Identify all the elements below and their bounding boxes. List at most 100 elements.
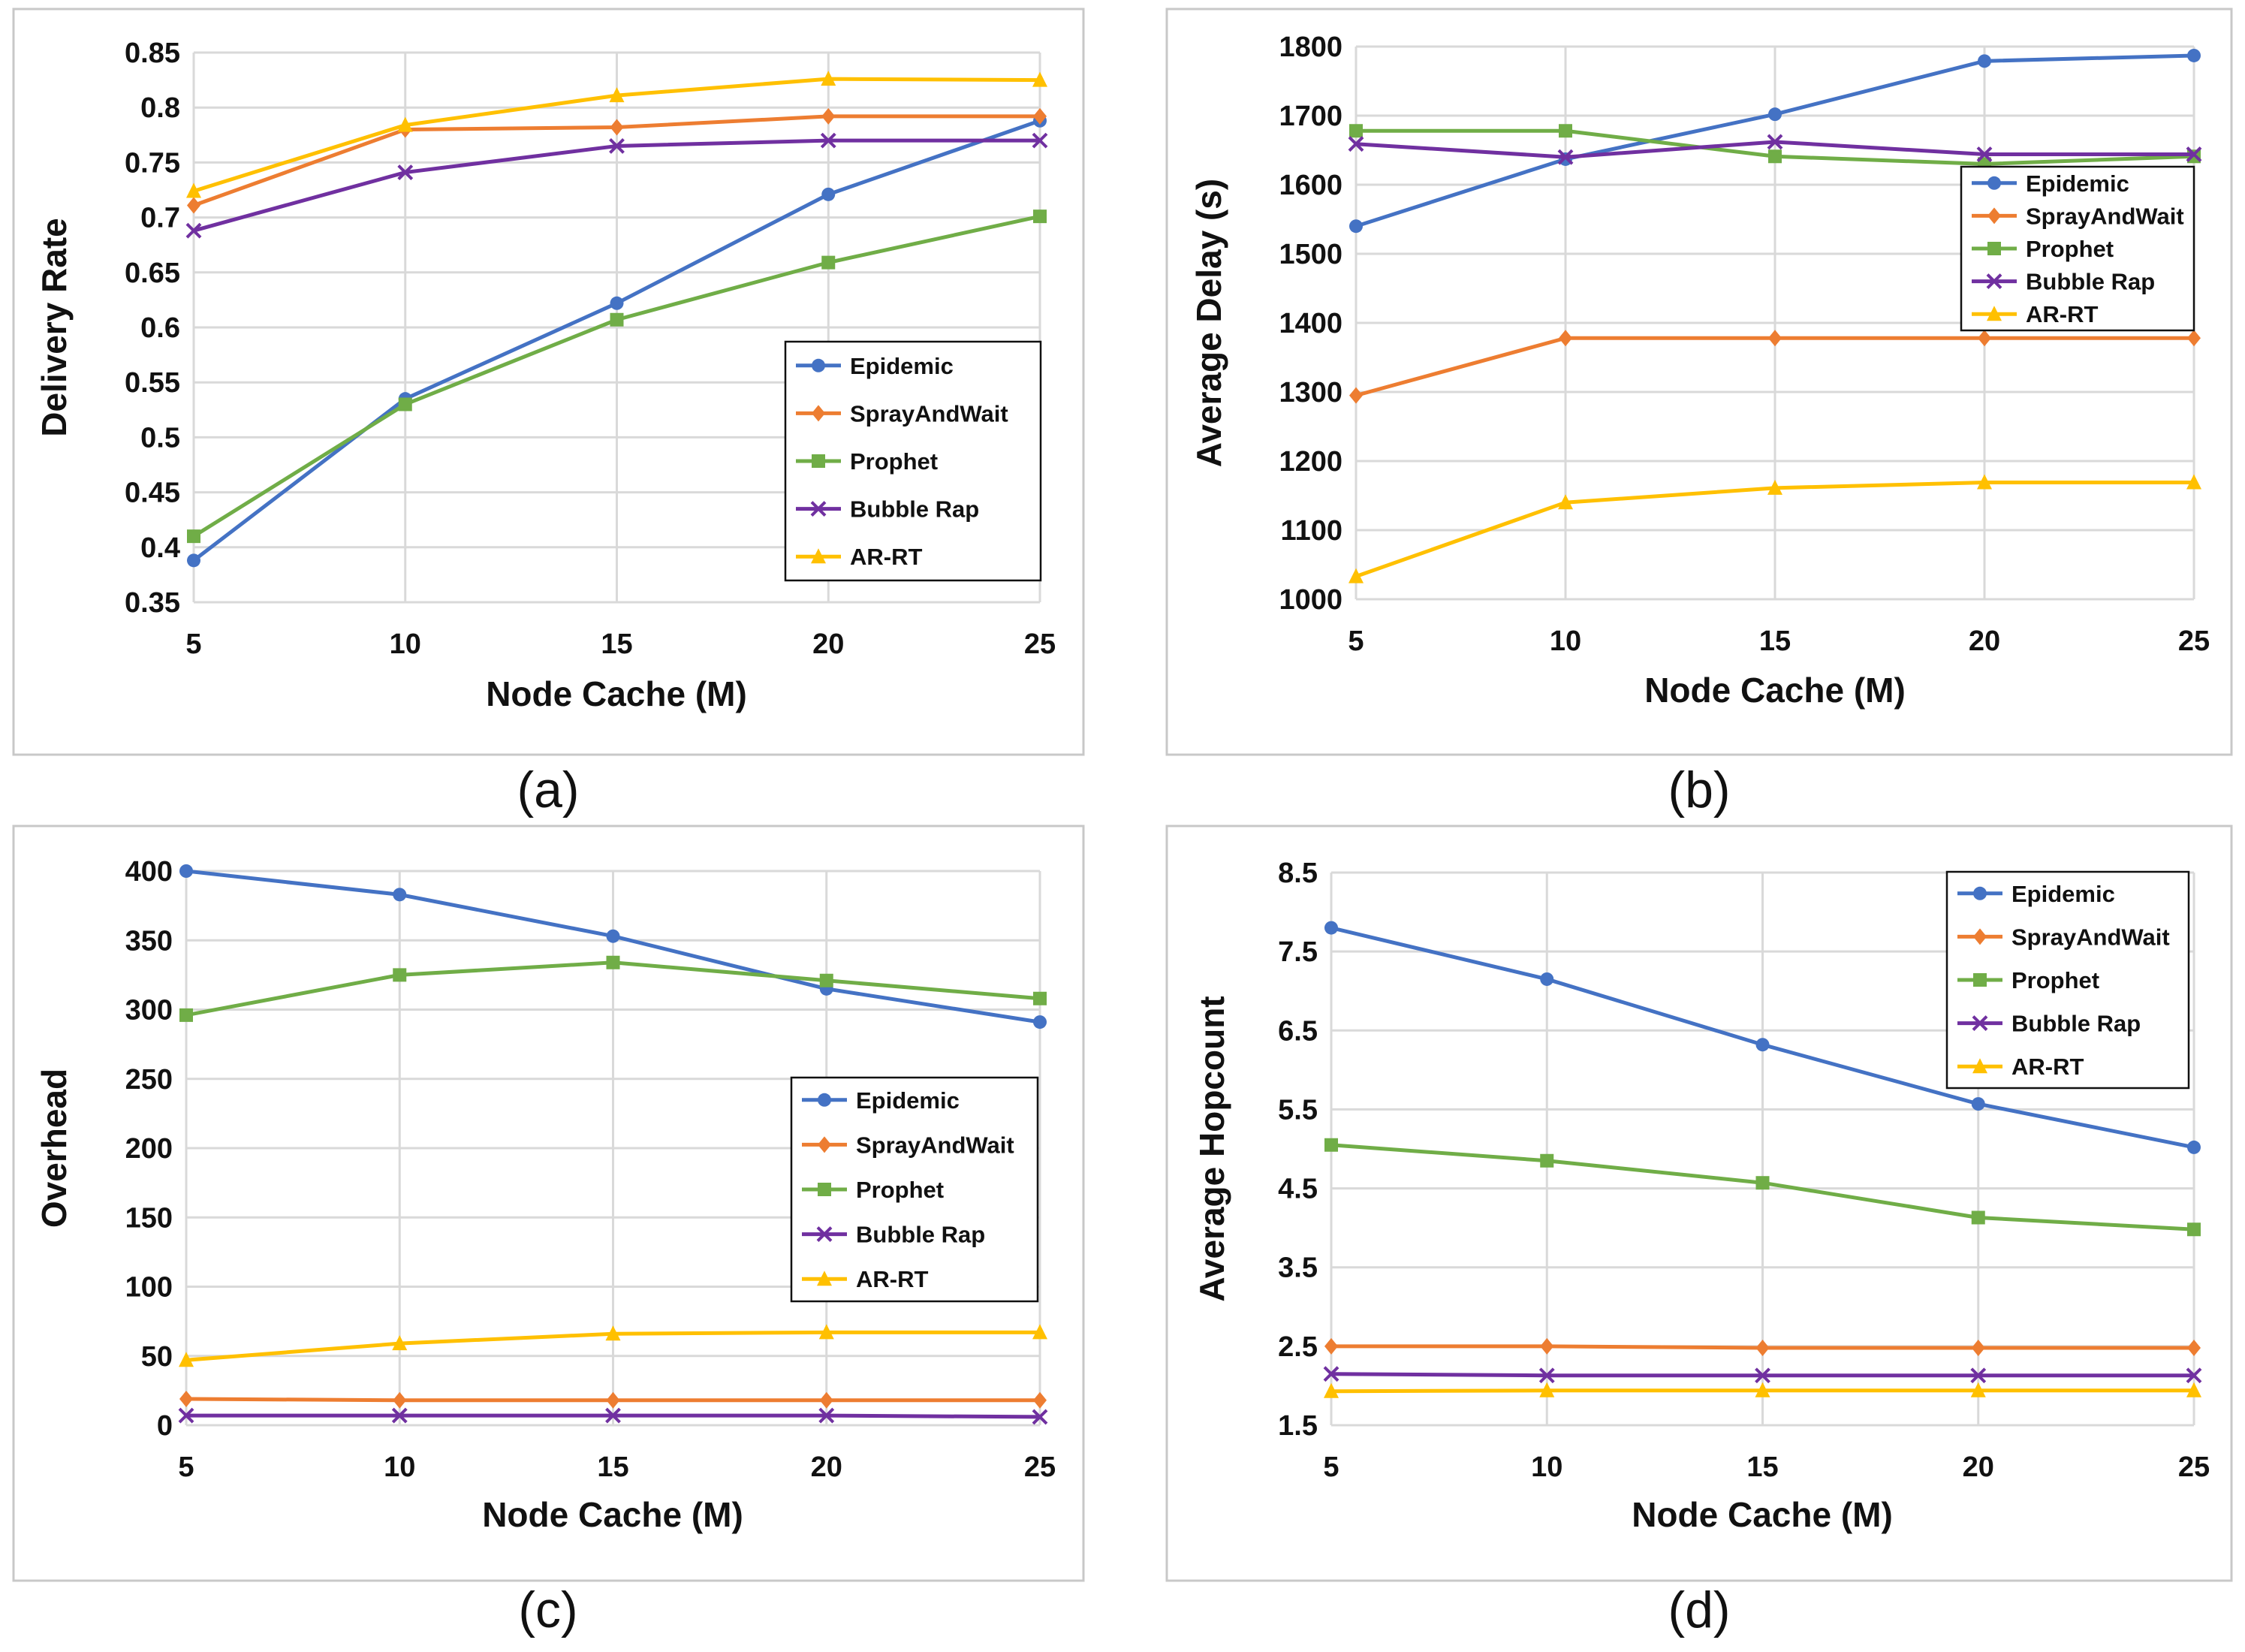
- panel-1-legend-entry-ar-rt-label: AR-RT: [850, 544, 922, 570]
- panel-3-legend-entry-bubble-rap-marker-stroke-b: [816, 1226, 833, 1243]
- panel-2-series-ar-rt: [1349, 474, 2201, 583]
- panel-4-series-ar-rt: [1324, 1382, 2201, 1398]
- panel-2-series-bubble-rap-point-stroke-b: [1976, 146, 1993, 162]
- panel-4-legend-entry-epidemic-label: Epidemic: [2011, 881, 2115, 907]
- panel-1-legend-entry-ar-rt: AR-RT: [796, 544, 922, 570]
- panel-1-series-prophet-point: [610, 312, 624, 327]
- panel-1-y-tick-label: 0.75: [125, 147, 180, 179]
- panel-2-legend-entry-sprayandwait: SprayAndWait: [1972, 203, 2184, 229]
- panel-4-series-bubble-rap-point-stroke-b: [1323, 1366, 1339, 1382]
- panel-4-y-tick-label: 3.5: [1278, 1253, 1318, 1284]
- panel-3-series-sprayandwait-point: [179, 1390, 193, 1407]
- panel-3-y-tick-label: 50: [141, 1341, 173, 1373]
- panel-3-series-prophet-point: [606, 955, 620, 969]
- panel-1-x-axis-title: Node Cache (M): [486, 674, 747, 713]
- panel-1-y-tick-label: 0.8: [140, 92, 180, 124]
- panel-3-series-ar-rt-point: [605, 1325, 621, 1341]
- panel-3-x-tick-label: 10: [384, 1452, 415, 1483]
- panel-3-series-sprayandwait-point: [1033, 1391, 1047, 1409]
- panel-1-series-bubble-rap-point-stroke-b: [397, 164, 414, 180]
- panel-3-legend-entry-prophet: Prophet: [802, 1177, 944, 1203]
- panel-3-legend-entry-bubble-rap: Bubble Rap: [802, 1222, 985, 1248]
- panel-3-y-tick-label: 250: [125, 1064, 173, 1096]
- panel-1-series-bubble-rap-point-stroke-b: [609, 138, 625, 154]
- panel-2-series-bubble-rap-point: [1348, 136, 1364, 152]
- panel-4-legend-entry-ar-rt-marker: [1972, 1058, 1987, 1074]
- panel-3-series-prophet-point: [1033, 991, 1047, 1005]
- panel-1-x-tick-label: 20: [812, 629, 844, 660]
- panel-2-legend-entry-ar-rt-label: AR-RT: [2026, 301, 2098, 327]
- panel-2-series-bubble-rap-point: [1767, 134, 1783, 150]
- panel-1-y-tick-label: 0.7: [140, 203, 180, 234]
- panel-4-series-ar-rt-point: [2186, 1382, 2201, 1397]
- panel-4-series-bubble-rap-point: [1323, 1366, 1339, 1382]
- panel-4-legend-entry-sprayandwait: SprayAndWait: [1957, 924, 2170, 950]
- panel-1-chart: 0.35 0.4 0.45 0.5 0.55 0.6 0.65 0.7 0.75 0.8 0.85 5…: [12, 8, 1085, 756]
- panel-4-series-bubble-rap-point-stroke-b: [1538, 1367, 1555, 1384]
- panel-1-x-tick-label: 15: [601, 629, 632, 660]
- panel-2-y-tick-label: 1400: [1279, 308, 1342, 339]
- panel-1-series-prophet-point: [398, 397, 412, 411]
- panel-1-legend-entry-epidemic-label: Epidemic: [850, 353, 954, 379]
- panel-3-series-ar-rt-point: [1032, 1324, 1047, 1340]
- panel-1-y-tick-label: 0.55: [125, 367, 180, 399]
- panel-3-series-sprayandwait-point: [606, 1391, 620, 1409]
- panel-3-y-tick-label: 0: [157, 1410, 173, 1442]
- panel-3-y-tick-label: 100: [125, 1272, 173, 1304]
- panel-2-legend-entry-ar-rt: AR-RT: [1972, 301, 2098, 327]
- panel-4-series-sprayandwait-point: [2187, 1339, 2201, 1356]
- panel-1-series-sprayandwait-point: [821, 107, 836, 125]
- panel-1-series-bubble-rap: [185, 132, 1048, 239]
- panel-2-legend-entry-epidemic-label: Epidemic: [2026, 170, 2129, 197]
- panel-3-series-sprayandwait-point: [393, 1391, 407, 1409]
- panel-2-series-ar-rt-point: [1767, 479, 1782, 495]
- panel-4-legend-entry-prophet: Prophet: [1957, 967, 2099, 993]
- panel-2-series-ar-rt-point: [1977, 474, 1992, 490]
- panel-1-legend-entry-bubble-rap-label: Bubble Rap: [850, 496, 979, 523]
- panel-3-y-axis-title: Overhead: [35, 1069, 74, 1228]
- panel-2-legend-entry-bubble-rap-marker-stroke-b: [1986, 273, 2002, 290]
- panel-1-legend-entry-epidemic: Epidemic: [796, 353, 954, 379]
- panel-2-y-tick-label: 1800: [1279, 32, 1342, 63]
- panel-4-chart: 1.5 2.5 3.5 4.5 5.5 6.5 7.5 8.5 5 10 15 20 25 Node Ca…: [1165, 824, 2233, 1582]
- panel-2-series-ar-rt-point: [1558, 494, 1573, 510]
- panel-1-series-prophet: [187, 210, 1047, 544]
- panel-1-series-epidemic-point: [610, 296, 624, 310]
- panel-1-legend-entry-ar-rt-marker: [811, 548, 826, 564]
- panel-2-legend-entry-bubble-rap-marker: [1986, 273, 2002, 290]
- panel-3-series-epidemic: [179, 864, 1047, 1029]
- panel-1-series-sprayandwait-point: [610, 119, 624, 136]
- panel-2-series-sprayandwait-point: [2187, 330, 2201, 347]
- panel-1-y-tick-label: 0.35: [125, 587, 180, 619]
- panel-4-x-tick-label: 10: [1531, 1452, 1562, 1483]
- panel-3-series-sprayandwait: [179, 1390, 1047, 1409]
- panel-1-caption: (a): [517, 761, 579, 818]
- panel-4-series-ar-rt-point: [1324, 1382, 1339, 1398]
- panel-4-series-prophet: [1324, 1138, 2201, 1237]
- panel-3-series-bubble-rap-point: [818, 1407, 835, 1424]
- panel-3-series-bubble-rap-point-stroke-b: [605, 1407, 621, 1424]
- panel-4-series-ar-rt-point: [1539, 1382, 1555, 1397]
- panel-1-series-ar-rt: [186, 71, 1047, 198]
- panel-3-legend-entry-bubble-rap-marker: [816, 1226, 833, 1243]
- panel-3-series-bubble-rap-point: [391, 1407, 408, 1424]
- panel-2-legend-entry-prophet: Prophet: [1972, 236, 2114, 262]
- panel-4-series-sprayandwait-point: [1971, 1339, 1985, 1356]
- panel-1-series-bubble-rap-point: [397, 164, 414, 180]
- panel-1-legend-entry-bubble-rap: Bubble Rap: [796, 496, 979, 523]
- panel-4-series-epidemic-point: [1755, 1038, 1770, 1052]
- panel-3-series-sprayandwait-point: [819, 1391, 833, 1409]
- panel-3-chart: 0 50 100 150 200 250 300 350 400 5 10 15 20 25 Node Ca…: [12, 824, 1085, 1582]
- panel-1-series-sprayandwait-point: [187, 197, 200, 214]
- panel-3-legend-entry-ar-rt-label: AR-RT: [856, 1266, 928, 1292]
- panel-4-y-tick-label: 1.5: [1278, 1410, 1318, 1442]
- panel-1-legend-entry-epidemic-marker: [812, 358, 825, 372]
- panel-4-series-bubble-rap-point: [1755, 1367, 1770, 1384]
- panel-4-y-tick-label: 2.5: [1278, 1331, 1318, 1363]
- panel-1-series-epidemic-point: [187, 553, 200, 568]
- panel-3-series-prophet: [179, 955, 1047, 1022]
- panel-3-x-axis-title: Node Cache (M): [482, 1495, 743, 1534]
- panel-2-series-sprayandwait-point: [1559, 330, 1572, 347]
- panel-3-x-tick-label: 25: [1024, 1452, 1056, 1483]
- panel-4-series-prophet-point: [1324, 1138, 1338, 1152]
